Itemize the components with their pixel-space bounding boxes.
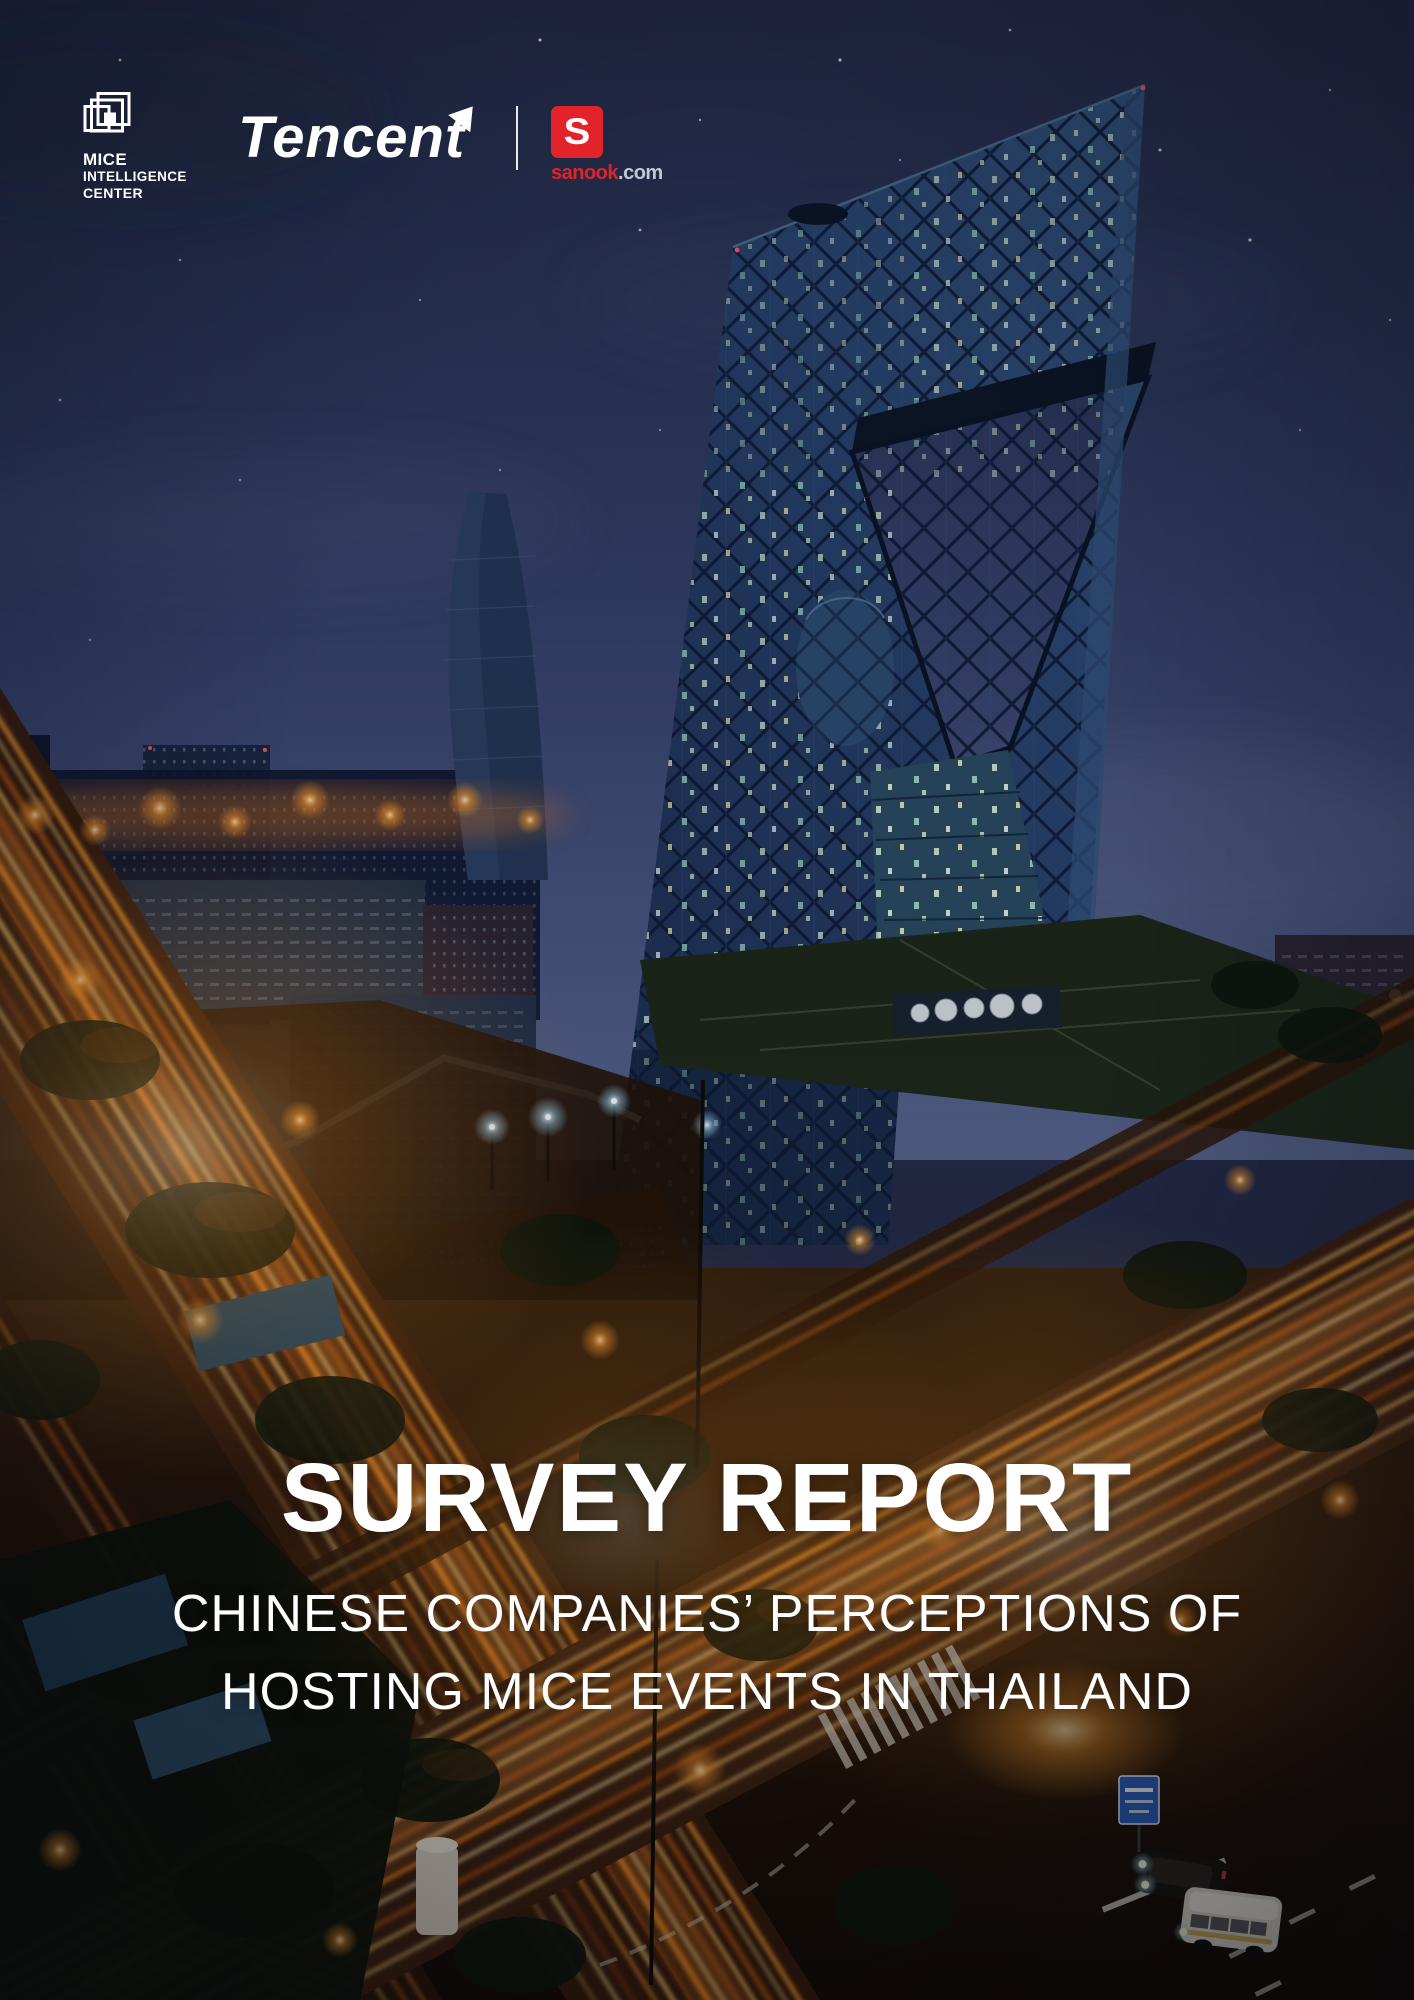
report-subtitle-line2: HOSTING MICE EVENTS IN THAILAND	[221, 1663, 1193, 1721]
report-title: SURVEY REPORT	[280, 1443, 1134, 1552]
sanook-logo-suffix: .com	[618, 162, 663, 184]
mice-logo-text-line1: MICE	[83, 150, 128, 169]
mice-logo-text-line3: CENTER	[83, 185, 143, 201]
mice-intelligence-center-logo: MICE INTELLIGENCE CENTER	[83, 92, 187, 202]
tencent-logo: Tencent	[238, 105, 466, 170]
sanook-logo-icon: S	[551, 106, 603, 158]
mice-logo-text-line2: INTELLIGENCE	[83, 169, 187, 184]
sanook-monogram: S	[563, 111, 591, 152]
sanook-logo-name: sanook	[551, 162, 619, 184]
logo-divider	[516, 106, 518, 170]
cover-title-block: SURVEY REPORT CHINESE COMPANIES’ PERCEPT…	[0, 1448, 1414, 1731]
header-logos: MICE INTELLIGENCE CENTER Tencent S sanoo…	[0, 0, 1414, 220]
mice-logo-icon	[83, 92, 131, 133]
sanook-logo: S sanook.com	[551, 106, 691, 185]
report-subtitle-line1: CHINESE COMPANIES’ PERCEPTIONS OF	[171, 1585, 1243, 1643]
